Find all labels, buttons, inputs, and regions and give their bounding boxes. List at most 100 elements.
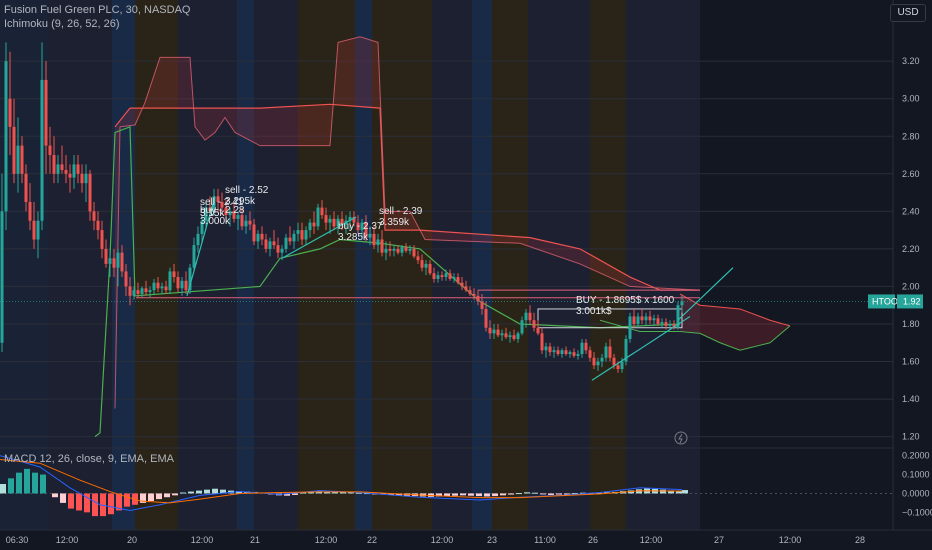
candle <box>248 211 252 231</box>
candle <box>672 320 676 330</box>
candle <box>252 218 256 246</box>
candle-body <box>304 230 308 240</box>
macd-bar <box>580 492 586 494</box>
candle-body <box>300 230 304 240</box>
candle-body <box>124 271 128 287</box>
session-band <box>472 0 492 530</box>
candle-body <box>392 248 396 251</box>
macd-tick: 0.0000 <box>902 488 930 498</box>
candle <box>624 335 628 366</box>
candle-body <box>440 275 444 278</box>
candle-body <box>284 237 288 249</box>
macd-bar <box>572 493 578 495</box>
candle-body <box>424 263 428 268</box>
candle <box>88 170 92 221</box>
time-tick: 06:30 <box>6 535 29 545</box>
price-tick: 3.20 <box>902 56 920 66</box>
candle <box>324 207 328 231</box>
candle-body <box>60 164 64 171</box>
candle-body <box>32 220 36 240</box>
candle-body <box>16 145 20 174</box>
macd-bar <box>492 493 498 497</box>
candle-body <box>388 248 392 251</box>
span-b-line <box>114 36 701 409</box>
macd-bar <box>300 492 306 494</box>
candle <box>400 245 404 257</box>
trade-label-line1: BUY - 1.8695$ x 1600 <box>576 295 675 306</box>
macd-bar <box>364 493 370 495</box>
candle-body <box>416 256 420 261</box>
time-tick: 20 <box>127 535 137 545</box>
candle-body <box>288 237 292 242</box>
candle <box>440 271 444 281</box>
candle <box>524 308 528 328</box>
currency-button[interactable]: USD <box>890 4 926 22</box>
candle-body <box>620 361 624 370</box>
candle <box>540 327 544 355</box>
macd-bar <box>124 493 130 507</box>
candle-body <box>656 318 660 324</box>
candle-body <box>140 288 144 294</box>
candle <box>84 164 88 202</box>
candle <box>164 280 168 294</box>
symbol-badge <box>868 294 895 309</box>
candle <box>172 263 176 283</box>
candle <box>136 282 140 298</box>
candle <box>332 211 336 231</box>
candle-body <box>668 323 672 326</box>
candle-body <box>428 263 432 274</box>
ichimoku-legend[interactable]: Ichimoku (9, 26, 52, 26) <box>4 18 120 30</box>
trade-label-line2: 3.285k <box>338 232 369 243</box>
candle-body <box>48 145 52 156</box>
candle-body <box>672 323 676 328</box>
time-tick: 22 <box>367 535 377 545</box>
candle <box>184 271 188 294</box>
candle-body <box>512 335 516 339</box>
candle <box>600 354 604 368</box>
lightning-icon-ring <box>674 431 688 445</box>
candle-body <box>360 222 364 231</box>
candle-body <box>476 295 480 302</box>
session-band <box>355 0 372 530</box>
candle-body <box>680 301 684 306</box>
trade-label-line1: sell - 2.41 <box>200 197 244 208</box>
candle <box>0 173 4 353</box>
time-tick: 12:00 <box>640 535 663 545</box>
candle <box>256 230 260 249</box>
candle-body <box>448 273 452 279</box>
candle <box>628 312 632 343</box>
session-band <box>178 0 237 530</box>
macd-bar <box>0 484 6 494</box>
candle <box>368 226 372 246</box>
candle <box>568 350 572 358</box>
candle-body <box>148 290 152 293</box>
macd-legend[interactable]: MACD 12, 26, close, 9, EMA, EMA <box>4 453 174 465</box>
candle-body <box>500 333 504 336</box>
macd-bar <box>356 492 362 494</box>
candle-body <box>664 322 668 326</box>
candle <box>520 316 524 336</box>
candle-body <box>584 342 588 351</box>
candle-body <box>652 318 656 321</box>
candles <box>0 42 684 373</box>
candle <box>580 338 584 358</box>
candle-body <box>580 342 584 355</box>
ichimoku-cloud <box>94 36 791 438</box>
candle <box>200 215 204 242</box>
lower-span-line <box>599 319 791 351</box>
candle-body <box>332 218 336 227</box>
candle <box>632 308 636 328</box>
session-band <box>48 0 112 530</box>
candle-body <box>520 320 524 334</box>
candle-body <box>136 290 140 294</box>
price-tick: 2.60 <box>902 169 920 179</box>
candle-body <box>180 280 184 289</box>
candle <box>660 318 664 328</box>
candle-body <box>572 352 576 356</box>
candle-body <box>228 211 232 216</box>
future-cloud-fill <box>680 293 790 351</box>
candle-body <box>116 252 120 268</box>
candle <box>376 233 380 253</box>
candle-body <box>632 316 636 324</box>
